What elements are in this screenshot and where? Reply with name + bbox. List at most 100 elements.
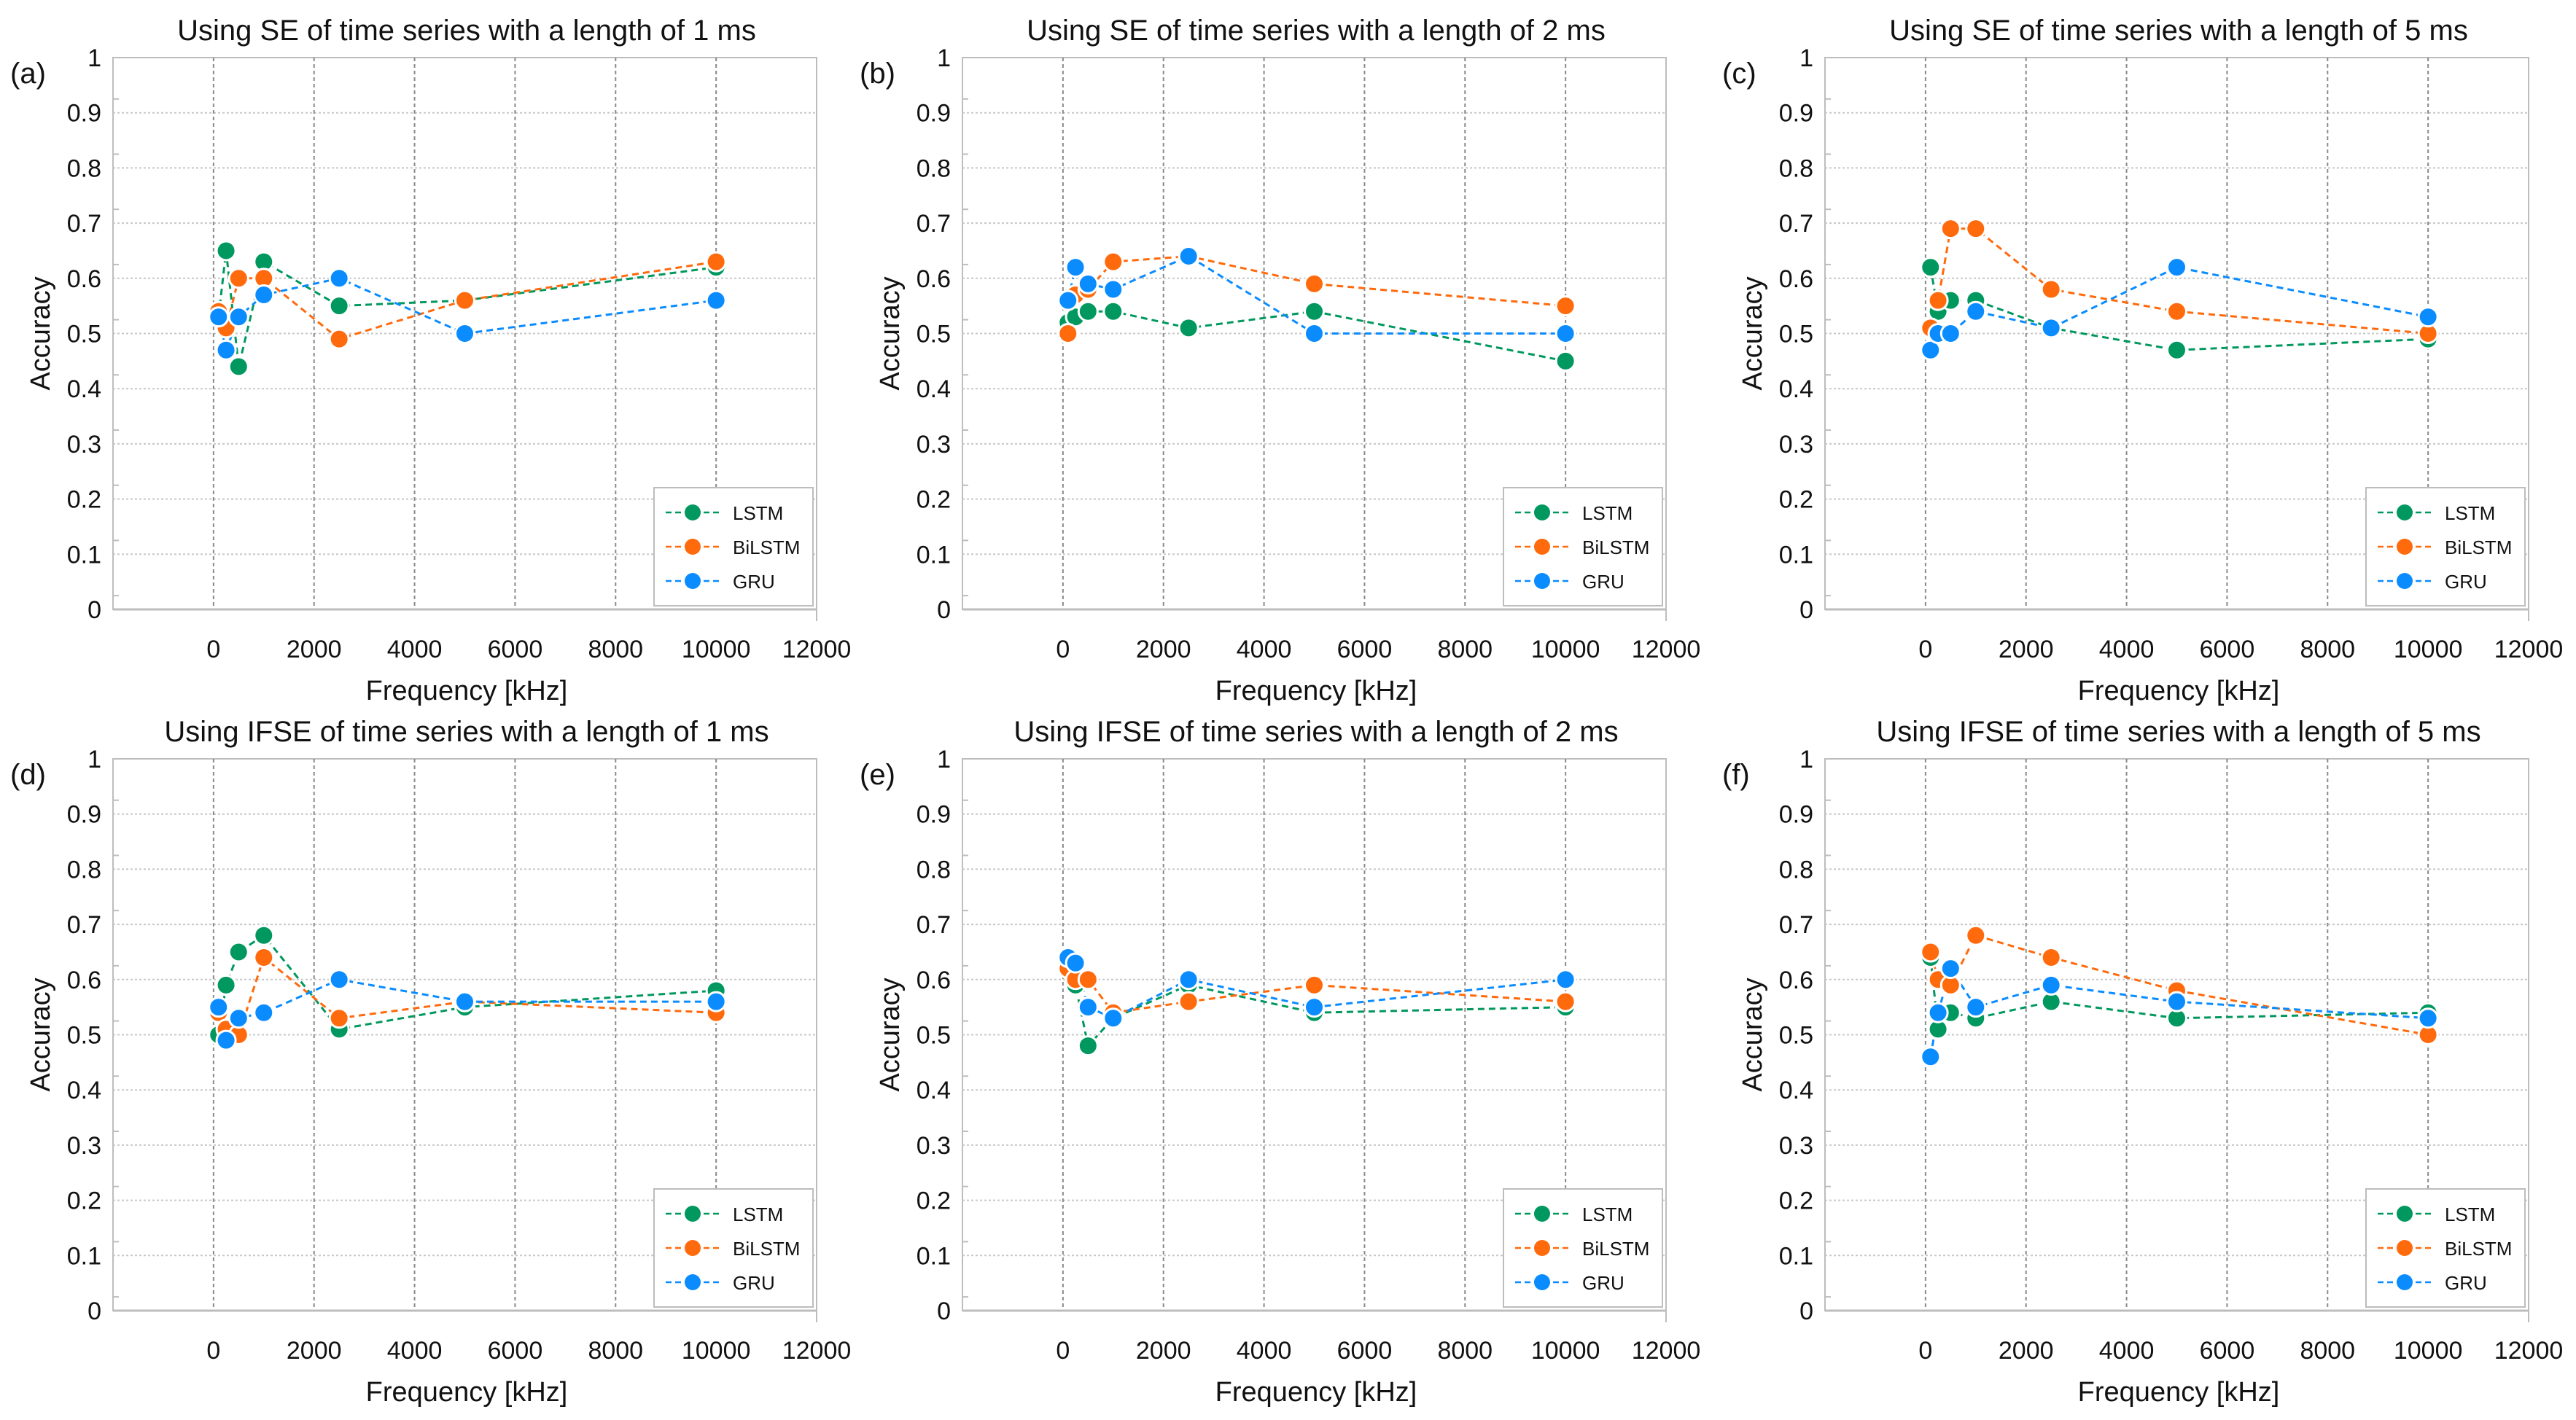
y-tick-label: 0.7	[1779, 210, 1813, 238]
legend-marker-lstm	[685, 1206, 701, 1222]
legend-marker-lstm	[1534, 1206, 1550, 1222]
y-tick-label: 0	[1799, 596, 1813, 624]
data-point-gru	[1304, 996, 1325, 1018]
data-point-bilstm	[1920, 941, 1942, 963]
y-tick-label: 0.8	[917, 856, 951, 883]
data-point-bilstm	[1554, 991, 1576, 1013]
y-tick-label: 0.6	[67, 967, 101, 994]
data-point-bilstm	[1304, 974, 1325, 996]
y-tick-label: 0.6	[917, 967, 951, 994]
data-point-bilstm	[1057, 323, 1079, 344]
y-tick-label: 0.2	[917, 1187, 951, 1215]
legend-label: BiLSTM	[1582, 537, 1649, 558]
y-tick-label: 0.1	[67, 541, 101, 569]
legend-label: GRU	[733, 571, 775, 593]
data-point-gru	[454, 991, 475, 1013]
y-tick-label: 0.6	[1779, 265, 1813, 293]
data-point-bilstm	[1965, 924, 1987, 946]
data-point-gru	[208, 306, 230, 328]
y-tick-label: 0.8	[1779, 856, 1813, 883]
y-axis-title: Accuracy	[26, 978, 56, 1091]
x-tick-label: 0	[1056, 636, 1070, 663]
y-tick-label: 0.2	[1779, 486, 1813, 514]
legend-marker-lstm	[2397, 1206, 2413, 1222]
data-point-bilstm	[454, 289, 475, 311]
legend-marker-bilstm	[2397, 539, 2413, 555]
data-point-gru	[227, 306, 249, 328]
y-tick-label: 0.4	[67, 375, 101, 403]
data-point-bilstm	[1927, 289, 1949, 311]
y-tick-label: 0.4	[1779, 1077, 1813, 1104]
chart-title: Using IFSE of time series with a length …	[1876, 716, 2480, 748]
legend-marker-gru	[1534, 573, 1550, 589]
legend-label: BiLSTM	[2445, 537, 2512, 558]
x-tick-label: 6000	[488, 636, 543, 663]
legend-marker-gru	[685, 1274, 701, 1290]
y-tick-label: 0.7	[67, 210, 101, 238]
y-tick-label: 0.4	[917, 1077, 951, 1104]
y-tick-label: 0.1	[917, 541, 951, 569]
y-tick-label: 0.7	[917, 911, 951, 939]
y-tick-label: 0.2	[67, 1187, 101, 1215]
x-axis-title: Frequency [kHz]	[366, 676, 568, 706]
y-tick-label: 0.4	[67, 1077, 101, 1104]
data-point-gru	[2417, 306, 2439, 328]
x-tick-label: 4000	[387, 636, 443, 663]
y-tick-label: 1	[937, 44, 951, 72]
data-point-gru	[1077, 996, 1099, 1018]
legend: LSTM BiLSTM GRU	[2365, 487, 2526, 606]
data-point-gru	[1920, 1046, 1942, 1068]
y-tick-label: 0	[87, 1298, 101, 1325]
data-point-lstm	[1178, 317, 1199, 339]
y-tick-label: 0.5	[1779, 1022, 1813, 1050]
y-tick-label: 0.5	[67, 1022, 101, 1050]
y-tick-label: 0.3	[1779, 1132, 1813, 1160]
y-tick-label: 0.9	[917, 100, 951, 128]
y-tick-label: 0.6	[67, 265, 101, 293]
x-tick-label: 12000	[782, 1337, 852, 1365]
data-point-gru	[1065, 952, 1086, 974]
data-point-bilstm	[328, 1007, 350, 1029]
x-tick-label: 6000	[1337, 1337, 1393, 1365]
data-point-bilstm	[705, 251, 727, 273]
chart-panel: 0 0.1 0.2 0.3 0.4 0.5 0.6 0.7 0.8 0.9 1 0 2000 4000 60…	[860, 15, 1700, 706]
y-tick-label: 0.3	[1779, 431, 1813, 459]
x-axis-title: Frequency [kHz]	[1215, 676, 1417, 706]
data-point-gru	[1057, 289, 1079, 311]
data-point-gru	[1304, 323, 1325, 344]
x-tick-label: 8000	[1437, 1337, 1493, 1365]
y-axis-title: Accuracy	[1738, 978, 1768, 1091]
y-tick-label: 0.7	[1779, 911, 1813, 939]
y-tick-label: 0.2	[917, 486, 951, 514]
data-point-gru	[1178, 969, 1199, 991]
y-tick-label: 0.4	[917, 375, 951, 403]
data-point-gru	[1077, 273, 1099, 294]
x-tick-label: 4000	[387, 1337, 443, 1365]
legend: LSTM BiLSTM GRU	[653, 1188, 814, 1308]
data-point-bilstm	[227, 268, 249, 289]
x-axis-title: Frequency [kHz]	[2078, 1377, 2280, 1408]
x-tick-label: 0	[206, 1337, 220, 1365]
y-tick-label: 0.3	[917, 431, 951, 459]
y-tick-label: 0.8	[917, 155, 951, 182]
x-tick-label: 12000	[2494, 1337, 2564, 1365]
data-point-bilstm	[1304, 273, 1325, 294]
legend-marker-bilstm	[1534, 1240, 1550, 1256]
x-tick-label: 0	[1918, 636, 1932, 663]
data-point-gru	[1965, 300, 1987, 322]
chart-panel: 0 0.1 0.2 0.3 0.4 0.5 0.6 0.7 0.8 0.9 1 0 2000 4000 60…	[1722, 716, 2563, 1408]
y-tick-label: 0.9	[67, 100, 101, 128]
data-point-gru	[215, 1029, 237, 1051]
legend-marker-bilstm	[2397, 1240, 2413, 1256]
data-point-bilstm	[1102, 251, 1124, 273]
y-tick-label: 0.6	[917, 265, 951, 293]
legend-marker-bilstm	[685, 539, 701, 555]
data-point-gru	[253, 284, 275, 306]
data-point-gru	[1927, 1002, 1949, 1023]
data-point-gru	[1102, 278, 1124, 300]
legend-label: LSTM	[1582, 502, 1633, 524]
x-tick-label: 8000	[2300, 636, 2355, 663]
legend: LSTM BiLSTM GRU	[1503, 487, 1663, 606]
data-point-bilstm	[1965, 218, 1987, 240]
legend-label: GRU	[1582, 571, 1624, 593]
